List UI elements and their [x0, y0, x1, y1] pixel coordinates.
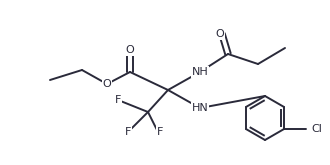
Text: F: F — [115, 95, 121, 105]
Text: NH: NH — [192, 67, 208, 77]
Text: Cl: Cl — [311, 124, 322, 134]
Text: O: O — [103, 79, 112, 89]
Text: F: F — [157, 127, 163, 137]
Text: O: O — [126, 45, 134, 55]
Text: HN: HN — [192, 103, 208, 113]
Text: O: O — [215, 29, 224, 39]
Text: F: F — [125, 127, 131, 137]
